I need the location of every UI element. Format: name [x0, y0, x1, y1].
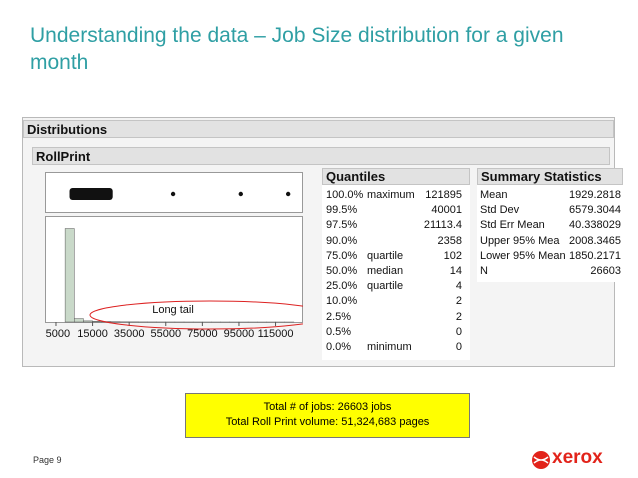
quantile-value: 2: [455, 295, 462, 308]
stat-name: Std Dev: [480, 204, 520, 217]
quantile-percent: 99.5%: [326, 204, 358, 217]
panel-header: Distributions: [23, 120, 614, 138]
quantile-value: 14: [449, 265, 462, 277]
outlier-point: [238, 191, 243, 197]
page-number: Page 9: [33, 455, 62, 465]
dense-outliers: [69, 188, 113, 200]
quantile-value: 102: [443, 249, 462, 262]
quantile-value: 2358: [437, 234, 462, 247]
quantile-value: 2: [455, 310, 462, 323]
quantile-value: 21113.4: [423, 219, 462, 232]
stat-name: Lower 95% Mean: [480, 249, 566, 262]
slide-title: Understanding the data – Job Size distri…: [30, 24, 564, 74]
quantile-percent: 50.0%: [326, 265, 358, 277]
x-tick-label: 75000: [187, 328, 218, 340]
stat-name: Std Err Mean: [480, 219, 545, 232]
quantile-percent: 97.5%: [326, 219, 358, 232]
x-tick-label: 15000: [77, 328, 108, 340]
quantile-percent: 25.0%: [326, 280, 358, 293]
logo-icon: [532, 451, 550, 469]
table-title: Summary Statistics: [477, 168, 623, 185]
x-tick-label: 35000: [114, 328, 145, 340]
table-title: Quantiles: [322, 168, 470, 185]
quantile-percent: 100.0%: [326, 189, 364, 201]
note-box: Total # of jobs: 26603 jobs Total Roll P…: [185, 393, 470, 438]
quantile-value: 0: [455, 341, 462, 353]
bar: [83, 320, 93, 323]
stat-value: 26603: [590, 265, 621, 277]
quantile-percent: 10.0%: [326, 295, 358, 308]
stat-value: 6579.3044: [569, 204, 621, 217]
x-tick-label: -5000: [45, 328, 70, 340]
panel-subheader: RollPrint: [32, 147, 610, 165]
stat-value: 2008.3465: [569, 234, 621, 247]
annotation: Long tail: [152, 304, 194, 316]
quantile-label: quartile: [367, 280, 404, 293]
quantile-percent: 2.5%: [326, 310, 352, 323]
x-tick-label: 95000: [224, 328, 255, 340]
quantile-value: 4: [455, 280, 462, 293]
x-tick-label: 55000: [150, 328, 181, 340]
stat-name: Mean: [480, 189, 508, 201]
bar: [64, 228, 75, 323]
stat-name: Upper 95% Mea: [480, 234, 560, 247]
quantile-label: median: [367, 265, 404, 277]
quantile-label: minimum: [367, 341, 412, 353]
stat-value: 40.338029: [569, 219, 621, 232]
quantile-percent: 75.0%: [326, 249, 358, 262]
summary-table: Summary Statistics Mean 1929.2818 Std Dev 6…: [477, 168, 623, 282]
quantile-percent: 0.0%: [326, 341, 352, 353]
bar: [74, 318, 84, 323]
logo: xerox: [552, 447, 603, 468]
quantile-value: 121895: [425, 189, 462, 201]
stat-name: N: [480, 265, 488, 277]
quantile-label: maximum: [367, 189, 415, 201]
quantiles-table: Quantiles 100.0% maximum 121895 99.5% 40001 9…: [322, 168, 470, 360]
quantile-value: 0: [455, 325, 462, 338]
stat-value: 1929.2818: [569, 189, 621, 201]
note-line: Total Roll Print volume: 51,324,683 page…: [225, 416, 430, 428]
quantile-value: 40001: [431, 204, 462, 217]
outlier-point: [285, 191, 291, 197]
quantile-percent: 90.0%: [326, 234, 358, 247]
stat-value: 1850.2171: [569, 249, 621, 262]
quantile-label: quartile: [367, 249, 404, 262]
hist-frame: [45, 216, 303, 323]
note-line: Total # of jobs: 26603 jobs: [263, 401, 392, 413]
quantile-percent: 0.5%: [326, 325, 352, 338]
outlier-point: [170, 191, 176, 197]
bar: [92, 320, 102, 323]
x-tick-label: 115000: [258, 328, 294, 340]
